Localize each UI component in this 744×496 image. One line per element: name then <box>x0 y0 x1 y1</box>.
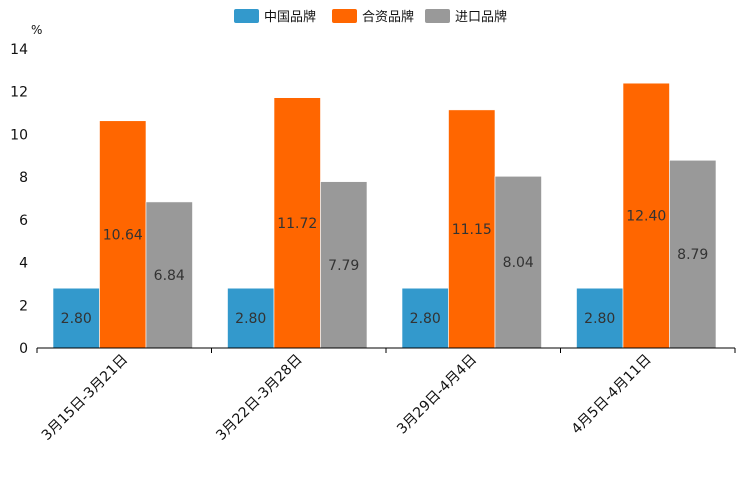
bar-value-label: 8.04 <box>503 255 534 271</box>
bars <box>52 82 717 349</box>
bar-value-label: 10.64 <box>103 227 143 243</box>
y-axis: 0 2 4 6 8 10 12 14 <box>10 42 28 357</box>
bar-china-2 <box>227 287 275 349</box>
bar-value-label: 11.15 <box>452 222 492 238</box>
x-tick-label: 3月22日-3月28日 <box>213 352 305 444</box>
y-tick-label: 8 <box>19 170 28 186</box>
bar-value-label: 2.80 <box>61 311 92 327</box>
x-tick-label: 3月15日-3月21日 <box>39 352 131 444</box>
y-tick-label: 2 <box>19 298 28 314</box>
bar-joint-venture-2 <box>273 97 321 349</box>
bar-labels: 2.80 10.64 6.84 2.80 11.72 7.79 2.80 11.15 8.04 2… <box>61 209 709 328</box>
bar-value-label: 2.80 <box>235 311 266 327</box>
bar-imported-1 <box>145 201 193 349</box>
legend-swatch-imported[interactable] <box>425 9 450 23</box>
bar-value-label: 6.84 <box>154 268 185 284</box>
bar-value-label: 7.79 <box>328 258 359 274</box>
bar-china-1 <box>52 287 100 349</box>
y-tick-label: 6 <box>19 213 28 229</box>
legend-label[interactable]: 合资品牌 <box>362 9 414 25</box>
bar-china-4 <box>576 287 624 349</box>
bar-value-label: 11.72 <box>277 216 317 232</box>
bar-value-label: 2.80 <box>584 311 615 327</box>
bar-joint-venture-3 <box>448 109 496 349</box>
bar-value-label: 12.40 <box>626 209 666 225</box>
y-tick-label: 0 <box>19 341 28 357</box>
y-unit-label: % <box>31 23 42 37</box>
bar-joint-venture-1 <box>99 120 147 349</box>
bar-imported-4 <box>669 159 717 349</box>
bar-value-label: 2.80 <box>410 311 441 327</box>
y-tick-label: 14 <box>10 42 28 58</box>
x-axis: 3月15日-3月21日 3月22日-3月28日 3月29日-4月4日 4月5日-4月1… <box>36 347 736 444</box>
legend-label[interactable]: 进口品牌 <box>455 9 507 25</box>
bar-value-label: 8.79 <box>677 247 708 263</box>
bar-imported-2 <box>320 181 368 349</box>
x-tick-label: 3月29日-4月4日 <box>394 352 480 438</box>
y-tick-label: 12 <box>10 85 28 101</box>
legend-swatch-china[interactable] <box>234 9 259 23</box>
legend: 中国品牌 合资品牌 进口品牌 <box>234 9 507 25</box>
y-tick-label: 10 <box>10 127 28 143</box>
x-tick-label: 4月5日-4月11日 <box>569 352 655 438</box>
legend-label[interactable]: 中国品牌 <box>264 9 316 25</box>
y-tick-label: 4 <box>19 256 28 272</box>
legend-swatch-joint-venture[interactable] <box>332 9 357 23</box>
